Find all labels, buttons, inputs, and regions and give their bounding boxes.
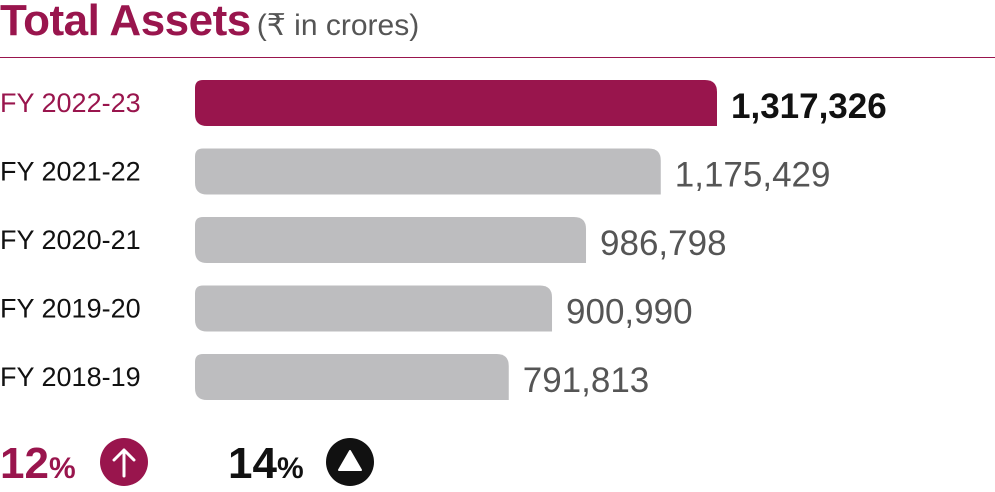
category-label: FY 2020-21 (0, 225, 141, 255)
growth-unit-2: % (276, 452, 304, 485)
chart-title: Total Assets (₹ in crores) (0, 0, 419, 46)
bar (195, 285, 553, 332)
triangle-up-circle-icon (325, 437, 374, 491)
growth-value-2: 14% (228, 442, 304, 486)
growth-unit-1: % (48, 452, 76, 485)
title-unit: (₹ in crores) (256, 9, 420, 42)
value-label: 900,990 (566, 293, 693, 332)
bar (195, 354, 509, 400)
category-label: FY 2019-20 (0, 294, 141, 324)
growth-number-2: 14 (228, 439, 277, 488)
value-label: 986,798 (600, 224, 727, 263)
bar (195, 148, 661, 195)
title-main: Total Assets (0, 0, 251, 45)
bar-chart: FY 2022-23 1,317,326 FY 2021-22 1,175,429 FY… (0, 80, 887, 400)
title-divider (0, 57, 995, 58)
value-label: 791,813 (523, 361, 650, 400)
value-label: 1,175,429 (675, 156, 831, 195)
bar (195, 80, 717, 126)
growth-metric-1: 12% (0, 436, 148, 492)
category-label: FY 2022-23 (0, 88, 141, 118)
bar (195, 217, 587, 263)
category-label: FY 2021-22 (0, 157, 141, 187)
value-label: 1,317,326 (731, 87, 887, 126)
growth-value-1: 12% (0, 442, 76, 486)
growth-number-1: 12 (0, 439, 49, 488)
growth-metric-2: 14% (228, 436, 374, 492)
category-label: FY 2018-19 (0, 362, 141, 392)
arrow-up-circle-icon (99, 437, 148, 491)
